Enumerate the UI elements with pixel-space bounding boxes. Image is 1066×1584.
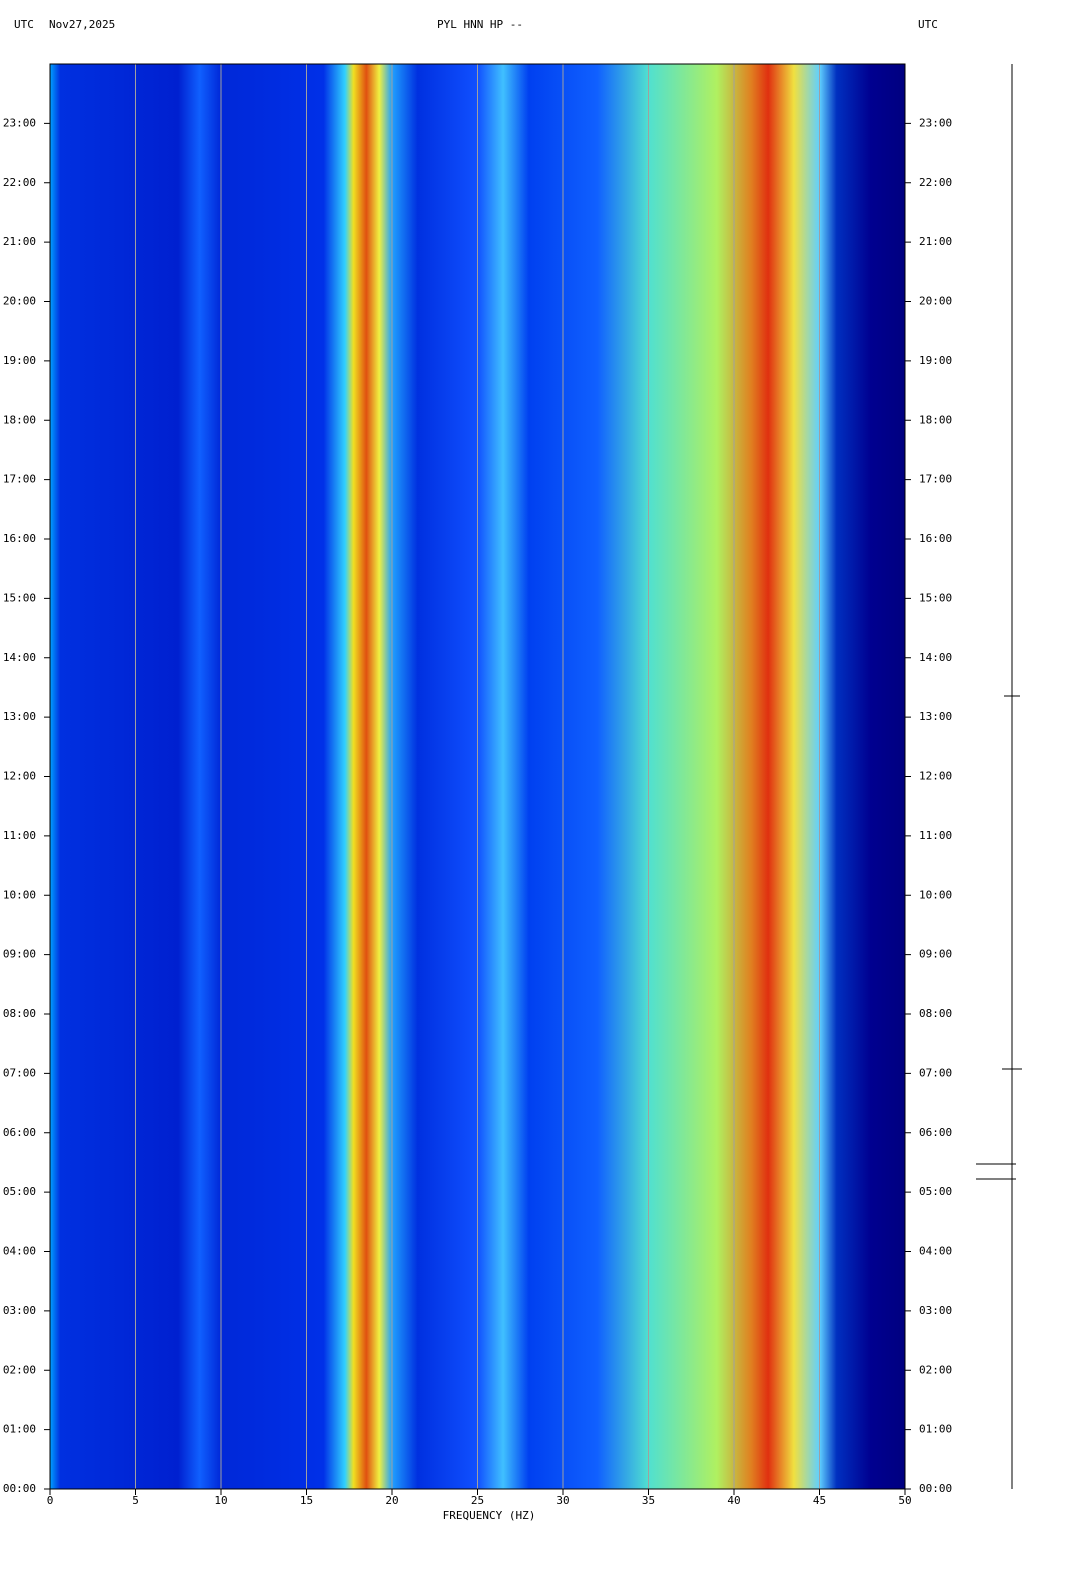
x-tick-label: 0 — [47, 1494, 54, 1507]
y-tick-label: 06:00 — [3, 1126, 36, 1139]
y-tick-label: 05:00 — [3, 1185, 36, 1198]
y-tick-label-right: 04:00 — [919, 1245, 952, 1258]
y-tick-label-right: 02:00 — [919, 1363, 952, 1376]
y-tick-label: 03:00 — [3, 1304, 36, 1317]
y-tick-label: 22:00 — [3, 176, 36, 189]
y-tick-label-right: 20:00 — [919, 295, 952, 308]
y-tick-label-right: 11:00 — [919, 829, 952, 842]
y-tick-label: 04:00 — [3, 1245, 36, 1258]
y-tick-label-right: 19:00 — [919, 354, 952, 367]
y-tick-label-right: 03:00 — [919, 1304, 952, 1317]
y-tick-label-right: 05:00 — [919, 1185, 952, 1198]
chart-title: PYL HNN HP -- — [437, 18, 523, 31]
y-tick-label-right: 21:00 — [919, 235, 952, 248]
y-tick-label: 00:00 — [3, 1482, 36, 1495]
x-tick-label: 15 — [300, 1494, 313, 1507]
right-utc-label: UTC — [918, 18, 938, 31]
y-tick-label-right: 18:00 — [919, 413, 952, 426]
date-label: Nov27,2025 — [49, 18, 115, 31]
x-tick-label: 40 — [727, 1494, 740, 1507]
x-tick-label: 25 — [471, 1494, 484, 1507]
y-tick-label: 10:00 — [3, 888, 36, 901]
x-tick-label: 20 — [385, 1494, 398, 1507]
y-tick-label-right: 08:00 — [919, 1007, 952, 1020]
y-tick-label-right: 13:00 — [919, 710, 952, 723]
y-tick-label-right: 01:00 — [919, 1423, 952, 1436]
plot-frame — [49, 63, 906, 1490]
y-tick-label: 01:00 — [3, 1423, 36, 1436]
y-tick-label-right: 07:00 — [919, 1066, 952, 1079]
y-tick-label: 07:00 — [3, 1066, 36, 1079]
x-tick-label: 35 — [642, 1494, 655, 1507]
y-tick-label-right: 22:00 — [919, 176, 952, 189]
y-tick-label-right: 06:00 — [919, 1126, 952, 1139]
y-tick-label: 12:00 — [3, 770, 36, 783]
y-tick-label-right: 15:00 — [919, 591, 952, 604]
y-tick-label: 14:00 — [3, 651, 36, 664]
x-tick-label: 5 — [132, 1494, 139, 1507]
y-tick-label-right: 17:00 — [919, 473, 952, 486]
y-tick-label: 16:00 — [3, 532, 36, 545]
x-tick-label: 30 — [556, 1494, 569, 1507]
y-tick-label: 18:00 — [3, 413, 36, 426]
y-tick-label-right: 00:00 — [919, 1482, 952, 1495]
x-tick-label: 45 — [813, 1494, 826, 1507]
y-tick-label: 09:00 — [3, 948, 36, 961]
trace — [976, 64, 1022, 1489]
y-tick-label: 20:00 — [3, 295, 36, 308]
y-tick-label: 08:00 — [3, 1007, 36, 1020]
y-tick-label: 11:00 — [3, 829, 36, 842]
left-utc-label: UTC — [14, 18, 34, 31]
y-tick-label: 17:00 — [3, 473, 36, 486]
y-tick-label-right: 12:00 — [919, 770, 952, 783]
y-tick-label: 13:00 — [3, 710, 36, 723]
y-tick-label: 02:00 — [3, 1363, 36, 1376]
y-tick-label: 21:00 — [3, 235, 36, 248]
x-tick-label: 10 — [214, 1494, 227, 1507]
x-tick-label: 50 — [898, 1494, 911, 1507]
y-tick-label-right: 23:00 — [919, 116, 952, 129]
y-tick-label: 15:00 — [3, 591, 36, 604]
x-axis-title: FREQUENCY (HZ) — [443, 1509, 536, 1522]
y-tick-label-right: 10:00 — [919, 888, 952, 901]
y-tick-label-right: 14:00 — [919, 651, 952, 664]
y-tick-label: 19:00 — [3, 354, 36, 367]
y-tick-label: 23:00 — [3, 116, 36, 129]
y-tick-label-right: 09:00 — [919, 948, 952, 961]
y-tick-label-right: 16:00 — [919, 532, 952, 545]
